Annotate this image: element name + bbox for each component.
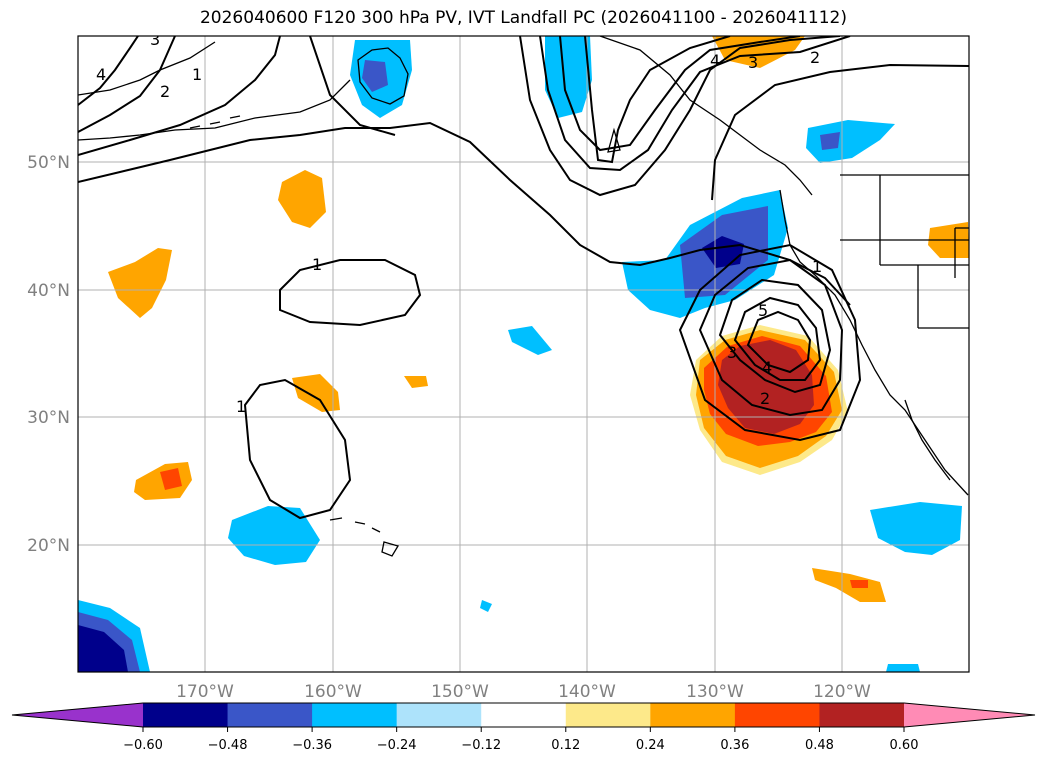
contour-label: 2 xyxy=(160,82,170,101)
colorbar-segment xyxy=(481,703,567,727)
pv-contours xyxy=(78,36,969,520)
colorbar-segment xyxy=(396,703,482,727)
contour-label: 1 xyxy=(236,397,246,416)
contour-label-group: 1 1 2 1 3 4 4 3 2 1 5 4 3 2 xyxy=(96,30,822,416)
lat-label: 30°N xyxy=(27,408,70,428)
pv-positive-blob-alaska xyxy=(712,36,805,68)
colorbar-segment xyxy=(227,703,313,727)
pv-shading xyxy=(78,36,969,672)
lon-label: 170°W xyxy=(176,682,234,702)
lat-label: 40°N xyxy=(27,281,70,301)
colorbar-tick-label: 0.24 xyxy=(636,738,665,753)
lon-label: 120°W xyxy=(813,682,871,702)
colorbar-tick-label: −0.24 xyxy=(377,738,417,753)
coastlines xyxy=(78,36,969,557)
lon-label: 130°W xyxy=(686,682,744,702)
contour-label: 5 xyxy=(758,301,768,320)
colorbar-tick-label: −0.12 xyxy=(461,738,501,753)
contour-ridge-line xyxy=(78,121,851,306)
colorbar-extend-high xyxy=(904,703,1035,727)
colorbar-tick-label: 0.12 xyxy=(551,738,580,753)
pv-negative-blob-hawaii xyxy=(228,506,320,565)
contour-label: 1 xyxy=(312,255,322,274)
contour-label: 3 xyxy=(150,30,160,49)
gridlines xyxy=(78,36,969,672)
colorbar-tick-labels: −0.60 −0.48 −0.36 −0.24 −0.12 0.12 0.24 0.36 0.4… xyxy=(123,727,918,753)
longitude-labels: 170°W 160°W 150°W 140°W 130°W 120°W xyxy=(176,682,871,702)
map-frame xyxy=(77,35,970,673)
pv-positive-blob-main xyxy=(690,325,848,475)
lat-label: 50°N xyxy=(27,153,70,173)
pv-positive-blob-47n xyxy=(278,170,326,228)
colorbar-tick-label: −0.48 xyxy=(208,738,248,753)
pv-negative-blob-north xyxy=(545,36,592,118)
contour-label: 2 xyxy=(810,48,820,67)
contour-label: 4 xyxy=(762,358,772,377)
contours-low-system xyxy=(678,243,862,442)
pv-negative-blob-bc xyxy=(806,120,895,163)
contour-label: 3 xyxy=(748,53,758,72)
contour-closed-south xyxy=(243,378,352,520)
contour-label: 2 xyxy=(760,389,770,408)
lon-label: 160°W xyxy=(304,682,362,702)
colorbar-tick-label: 0.36 xyxy=(720,738,749,753)
colorbar-tick-label: 0.48 xyxy=(805,738,834,753)
contour-label: 4 xyxy=(710,51,720,70)
colorbar-tick-label: −0.60 xyxy=(123,738,163,753)
colorbar xyxy=(11,702,1036,728)
lat-label: 20°N xyxy=(27,536,70,556)
lon-label: 150°W xyxy=(431,682,489,702)
contour-label: 1 xyxy=(192,65,202,84)
contour-label: 3 xyxy=(727,343,737,362)
colorbar-extend-low xyxy=(12,703,143,727)
pv-negative-blob-mexico xyxy=(870,502,962,555)
contour-label: 4 xyxy=(96,65,106,84)
colorbar-tick-label: −0.36 xyxy=(292,738,332,753)
contour-label: 1 xyxy=(812,257,822,276)
colorbar-segment xyxy=(143,703,229,727)
colorbar-segment xyxy=(819,703,905,727)
colorbar-segment xyxy=(650,703,736,727)
pv-positive-blob-40n xyxy=(108,248,172,318)
map-title: 2026040600 F120 300 hPa PV, IVT Landfall… xyxy=(199,8,847,28)
colorbar-segment xyxy=(312,703,398,727)
lon-label: 140°W xyxy=(558,682,616,702)
colorbar-segment xyxy=(565,703,651,727)
contour-closed-north xyxy=(279,259,422,327)
colorbar-tick-label: 0.60 xyxy=(890,738,919,753)
latitude-labels: 50°N 40°N 30°N 20°N xyxy=(27,153,70,556)
colorbar-segment xyxy=(734,703,820,727)
